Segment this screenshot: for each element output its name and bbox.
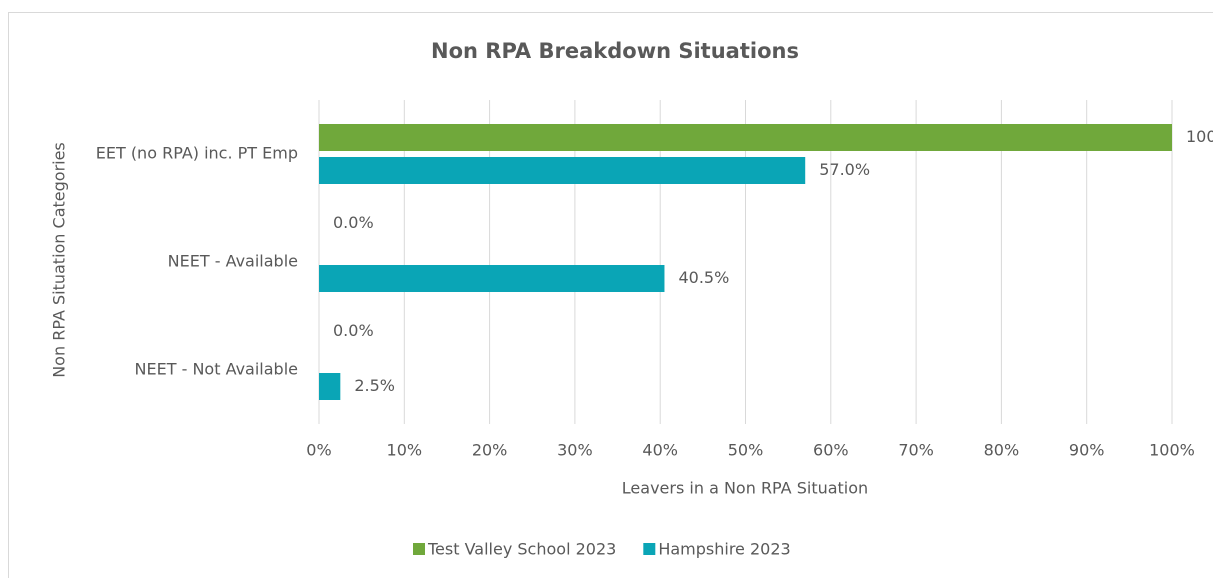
y-tick-label: EET (no RPA) inc. PT Emp: [96, 144, 298, 163]
x-tick-label: 30%: [557, 441, 593, 460]
x-tick-label: 20%: [472, 441, 508, 460]
x-tick-label: 10%: [387, 441, 423, 460]
chart-title: Non RPA Breakdown Situations: [431, 39, 799, 63]
legend-swatch: [643, 543, 656, 555]
legend-label: Hampshire 2023: [658, 540, 790, 559]
legend-label: Test Valley School 2023: [427, 540, 616, 559]
x-tick-label: 70%: [898, 441, 934, 460]
y-axis-label: Non RPA Situation Categories: [50, 142, 69, 378]
x-tick-label: 90%: [1069, 441, 1105, 460]
x-tick-label: 80%: [984, 441, 1020, 460]
data-label: 0.0%: [333, 321, 374, 340]
data-label: 40.5%: [678, 268, 729, 287]
data-label: 100.0%: [1186, 127, 1213, 146]
legend-swatch: [413, 543, 425, 555]
x-tick-label: 100%: [1149, 441, 1195, 460]
chart-border: [8, 12, 1213, 578]
y-tick-label: NEET - Not Available: [135, 360, 298, 379]
bar: [319, 265, 665, 292]
x-axis-label: Leavers in a Non RPA Situation: [622, 479, 868, 498]
bar: [319, 157, 806, 184]
data-label: 2.5%: [354, 376, 395, 395]
x-tick-label: 60%: [813, 441, 849, 460]
x-tick-label: 40%: [642, 441, 678, 460]
bar: [319, 124, 1172, 151]
y-tick-label: NEET - Available: [168, 252, 298, 271]
x-tick-label: 0%: [306, 441, 331, 460]
data-label: 57.0%: [819, 160, 870, 179]
data-label: 0.0%: [333, 213, 374, 232]
x-tick-label: 50%: [728, 441, 764, 460]
bar: [319, 373, 341, 400]
